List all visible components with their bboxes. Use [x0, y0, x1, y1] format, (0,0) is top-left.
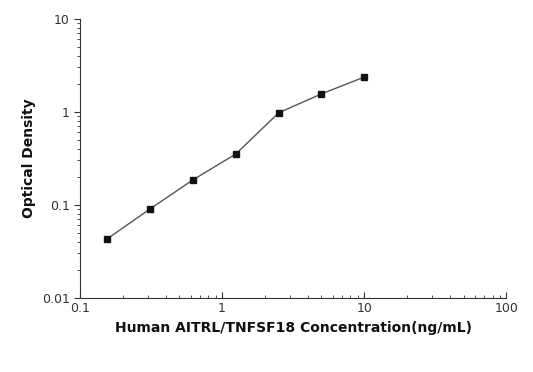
- Y-axis label: Optical Density: Optical Density: [22, 98, 36, 218]
- X-axis label: Human AITRL/TNFSF18 Concentration(ng/mL): Human AITRL/TNFSF18 Concentration(ng/mL): [115, 321, 472, 335]
